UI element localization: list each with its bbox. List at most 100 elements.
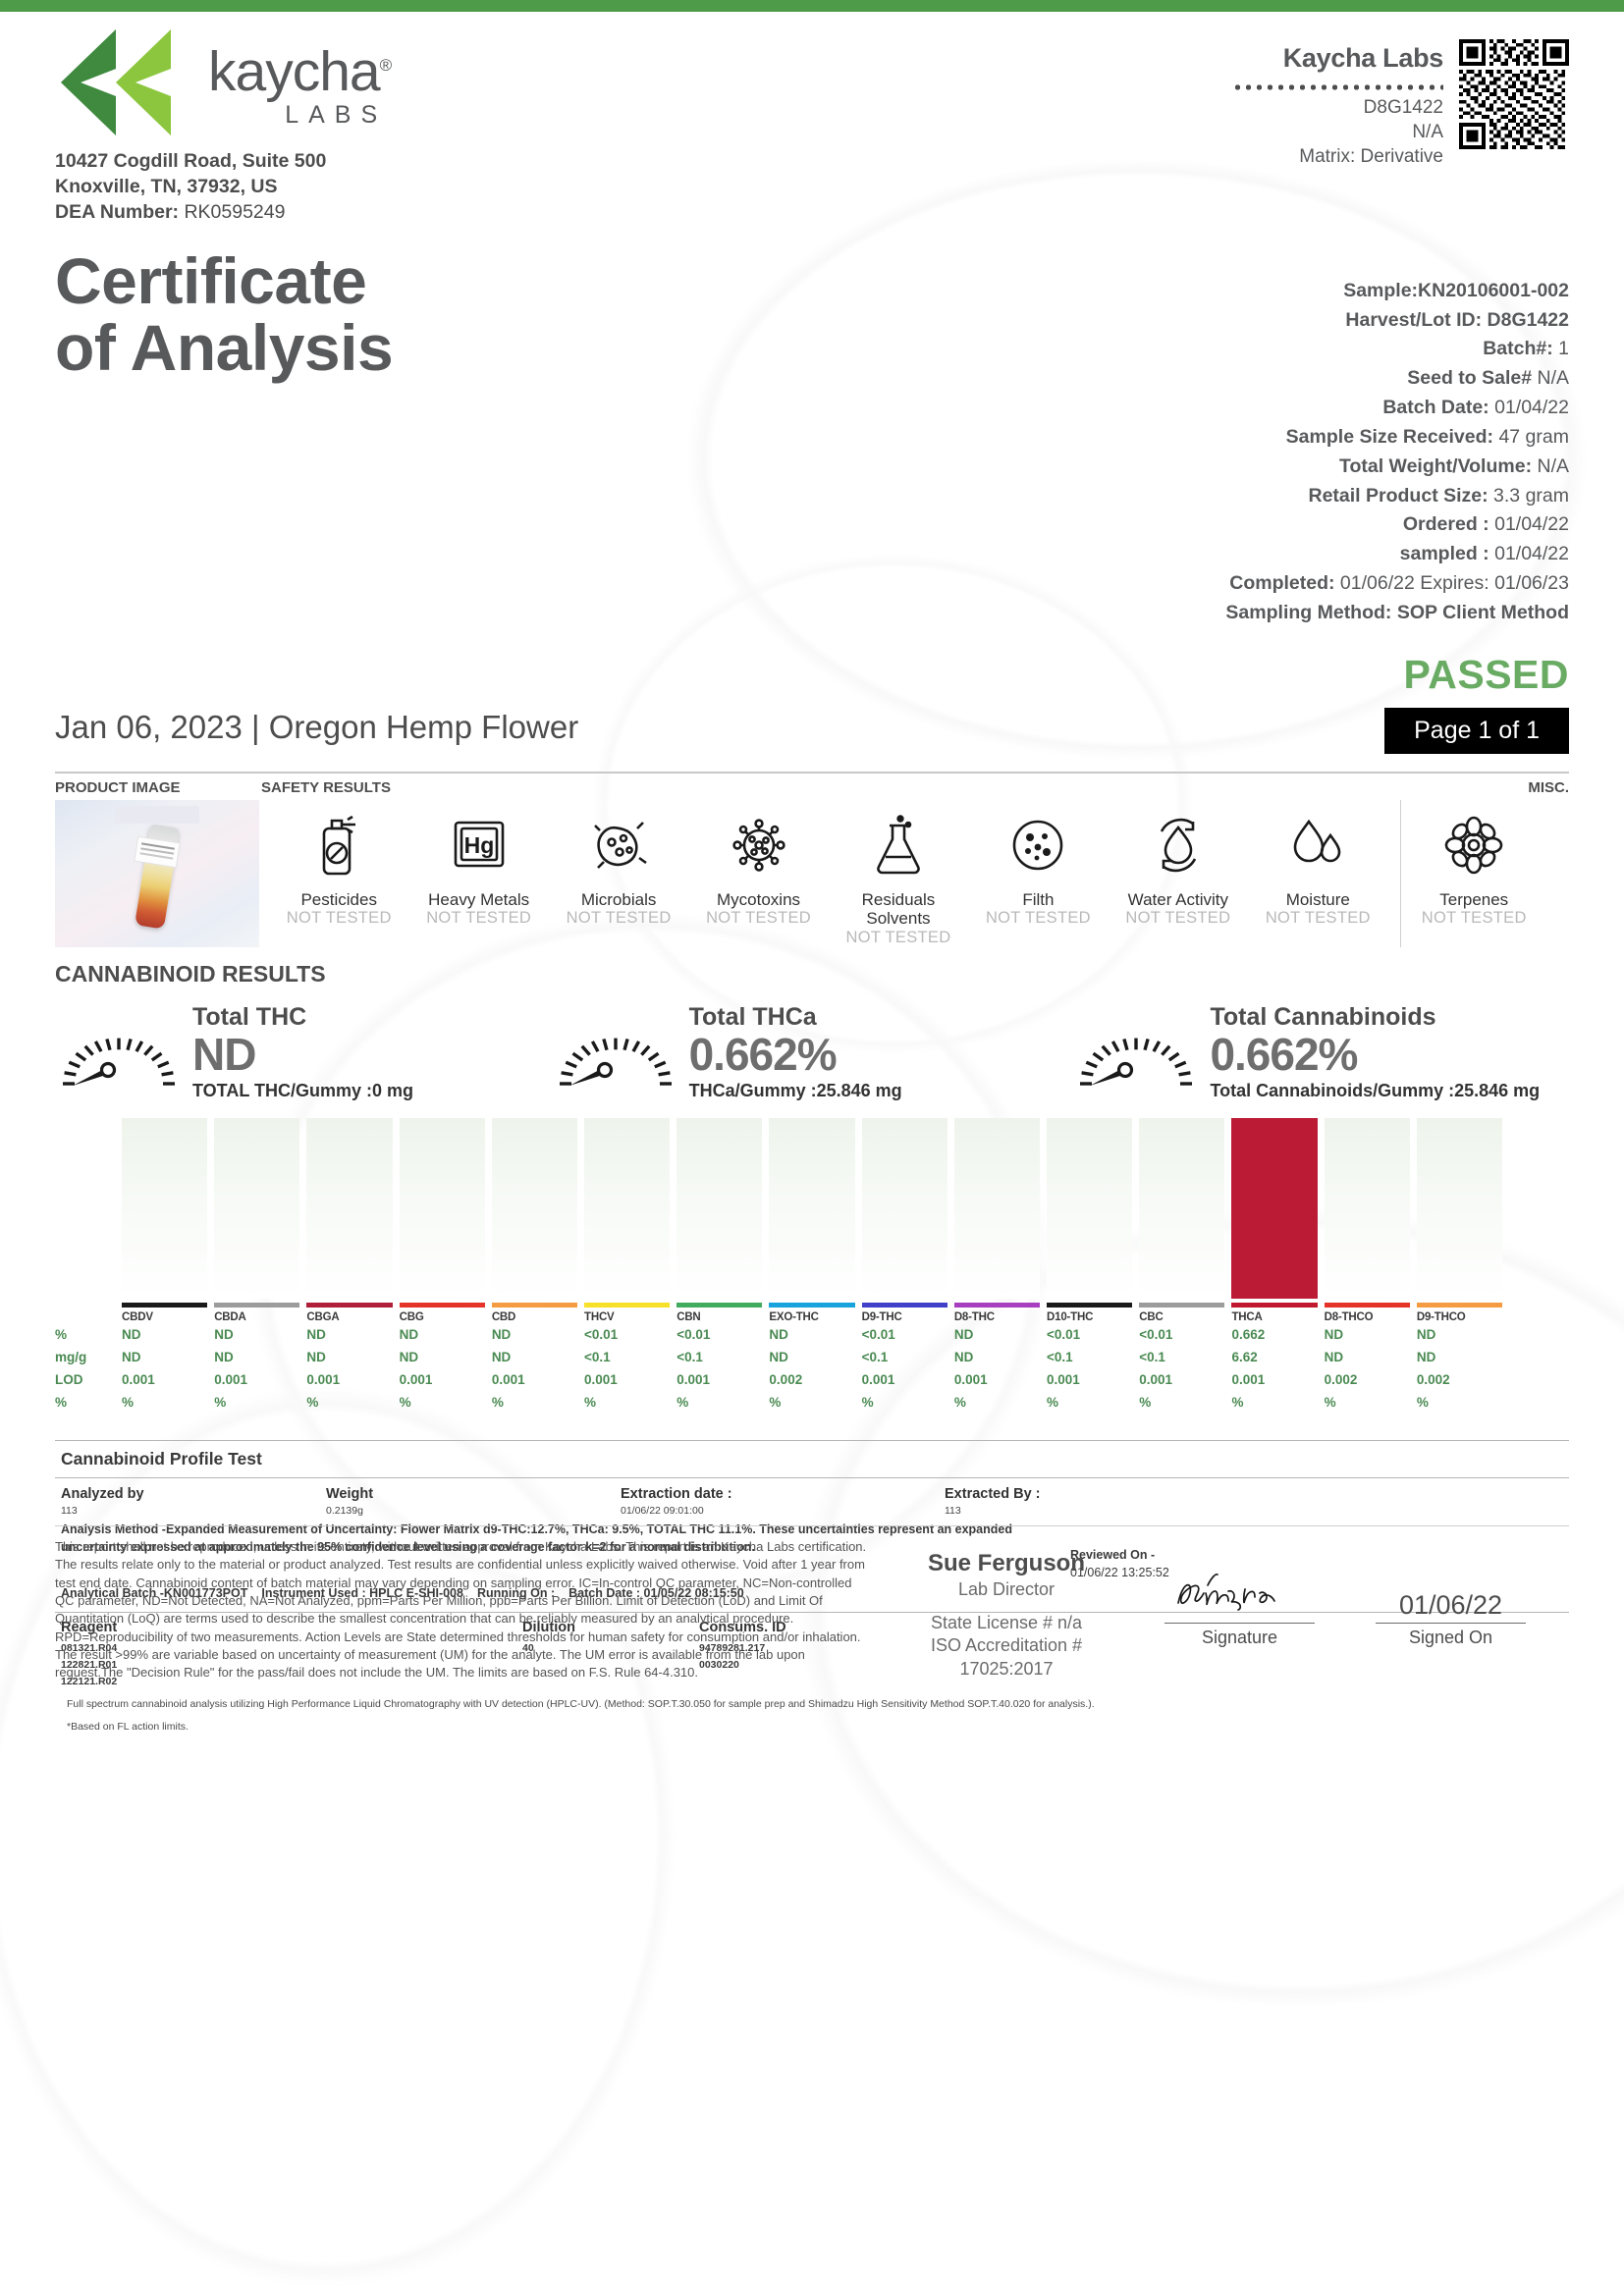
table-column: D10-THC <0.01 <0.1 0.001% xyxy=(1047,1302,1133,1415)
safety-item-status: NOT TESTED xyxy=(845,928,951,946)
header-lot: D8G1422 xyxy=(1363,97,1443,118)
table-column: CBC <0.01 <0.1 0.001% xyxy=(1139,1302,1225,1415)
safety-item-name: Residuals Solvents xyxy=(861,889,936,929)
analyte-value: % xyxy=(953,1395,966,1411)
analyte-name: CBN xyxy=(677,1310,701,1323)
bar-column xyxy=(769,1117,855,1299)
product-image xyxy=(55,799,259,947)
analyte-value: % xyxy=(306,1395,319,1411)
meta-row: Batch#: 1 xyxy=(1483,338,1569,360)
bar-column xyxy=(1324,1117,1410,1299)
status-badge: PASSED xyxy=(1403,651,1569,697)
lab-address: 10427 Cogdill Road, Suite 500 Knoxville,… xyxy=(55,149,605,226)
gauge-value: 0.662% xyxy=(688,1028,838,1080)
analyte-value: <0.1 xyxy=(1139,1350,1165,1365)
analyte-value: % xyxy=(584,1395,597,1411)
analyte-value: <0.01 xyxy=(584,1326,619,1342)
analyte-value: 0.001 xyxy=(1047,1372,1080,1388)
safety-item-name: Microbials xyxy=(580,889,657,909)
dilution-value: 40 xyxy=(522,1642,534,1655)
bar-column xyxy=(491,1117,578,1299)
analyte-value: ND xyxy=(122,1350,141,1365)
gauge-total-thca: Total THCa 0.662% THCa/Gummy :25.846 mg xyxy=(552,999,1073,1102)
column-color-bar xyxy=(214,1302,300,1308)
table-column: CBG ND ND 0.001% xyxy=(399,1302,485,1415)
product-subtitle: Jan 06, 2023 | Oregon Hemp Flower xyxy=(55,708,579,745)
profile-title: Cannabinoid Profile Test xyxy=(55,1441,1569,1478)
analyte-value: 0.001 xyxy=(953,1372,988,1388)
address-line-1: 10427 Cogdill Road, Suite 500 xyxy=(55,150,327,172)
column-color-bar xyxy=(1139,1302,1225,1308)
row-label: % xyxy=(55,1326,68,1342)
safety-item-status: NOT TESTED xyxy=(566,909,672,928)
signer-role: Lab Director xyxy=(957,1579,1056,1600)
analyte-name: CBDA xyxy=(214,1310,246,1323)
signature-rule xyxy=(1164,1623,1315,1625)
batch-date: Batch Date : 01/05/22 08:15:50 xyxy=(568,1586,744,1601)
analyte-value: 0.001 xyxy=(399,1372,433,1388)
terpene-flower-icon xyxy=(1401,800,1547,890)
brand-block: kaycha® LABS 10427 Cogdill Road, Suite 5… xyxy=(55,29,605,226)
title-line-1: Certificate xyxy=(55,243,367,317)
table-column: EXO-THC ND ND 0.002% xyxy=(769,1302,855,1415)
bar-column xyxy=(1231,1117,1318,1299)
reagent-header: Reagent xyxy=(61,1620,118,1636)
safety-item-terpenes: Terpenes NOT TESTED xyxy=(1399,799,1547,947)
bar-column xyxy=(1139,1117,1225,1299)
reviewed-on: Reviewed On - 01/06/22 13:25:52 xyxy=(1070,1547,1169,1580)
page-footer: This report shall not be reproduced, unl… xyxy=(55,1524,1569,1682)
analyte-value: % xyxy=(1324,1395,1336,1411)
analyte-value: % xyxy=(1139,1395,1152,1411)
table-column: THCV <0.01 <0.1 0.001% xyxy=(584,1302,671,1415)
table-row-labels: % mg/g LOD% xyxy=(55,1323,86,1415)
safety-item-pesticides: Pesticides NOT TESTED xyxy=(281,800,397,947)
header-matrix: Matrix: Derivative xyxy=(1299,146,1443,168)
analyte-value: ND xyxy=(953,1350,974,1365)
safety-results-label: SAFETY RESULTS xyxy=(261,778,391,796)
signed-on-area: 01/06/22 Signed On xyxy=(1360,1550,1542,1682)
safety-item-residual-solvents: Residuals Solvents NOT TESTED xyxy=(840,800,956,947)
analyte-value: 0.001 xyxy=(122,1372,155,1388)
mercury-hg-icon: Hg xyxy=(421,800,537,890)
row-label: % xyxy=(55,1395,68,1411)
safety-item-heavy-metals: Hg Heavy Metals NOT TESTED xyxy=(421,800,537,947)
gauge-subtext: Total Cannabinoids/Gummy :25.846 mg xyxy=(1210,1081,1541,1101)
consums-value: 94789281.217 xyxy=(699,1642,766,1655)
analyte-value: <0.1 xyxy=(584,1350,611,1365)
bar-column xyxy=(306,1117,393,1299)
consums-value: 0030220 xyxy=(699,1659,739,1672)
gauge-subtext: THCa/Gummy :25.846 mg xyxy=(688,1081,902,1101)
analyte-name: CBC xyxy=(1139,1310,1164,1323)
table-column: CBD ND ND 0.001% xyxy=(491,1302,578,1415)
gauge-title: Total THCa xyxy=(688,1002,817,1031)
extraction-date-label: Extraction date : xyxy=(621,1485,732,1502)
analyte-name: THCV xyxy=(584,1310,615,1323)
analyte-name: D9-THC xyxy=(861,1310,902,1323)
signed-on-rule xyxy=(1376,1623,1526,1625)
page-title: Certificate of Analysis xyxy=(55,243,394,628)
analyte-name: D10-THC xyxy=(1047,1310,1094,1323)
analyte-value: ND xyxy=(1416,1350,1436,1365)
lab-name: Kaycha Labs xyxy=(1282,43,1444,73)
analyte-name: THCA xyxy=(1231,1310,1263,1323)
analyte-value: <0.01 xyxy=(1047,1326,1081,1342)
gauge-title: Total Cannabinoids xyxy=(1210,1002,1436,1031)
analyte-value: 0.001 xyxy=(677,1372,711,1388)
brand-labs-word: LABS xyxy=(285,100,388,129)
running-on: Running On : xyxy=(476,1586,556,1601)
svg-text:Hg: Hg xyxy=(463,832,494,858)
analyte-value: ND xyxy=(1324,1326,1344,1342)
gauge-dial-icon xyxy=(55,999,183,1095)
meta-row: Harvest/Lot ID: D8G1422 xyxy=(1345,308,1569,331)
analyte-name: CBD xyxy=(491,1310,516,1323)
summary-gauges: Total THC ND TOTAL THC/Gummy :0 mg xyxy=(0,988,1624,1102)
analyte-value: 6.62 xyxy=(1231,1350,1258,1365)
top-accent-bar xyxy=(0,0,1624,12)
analyte-value: % xyxy=(122,1395,135,1411)
flask-icon xyxy=(840,800,956,890)
analyte-value: ND xyxy=(491,1326,512,1342)
qr-code-icon[interactable] xyxy=(1459,39,1569,149)
analyte-value: ND xyxy=(491,1350,512,1365)
signature-area: Signature xyxy=(1149,1550,1330,1682)
misc-label: MISC. xyxy=(1528,778,1569,796)
